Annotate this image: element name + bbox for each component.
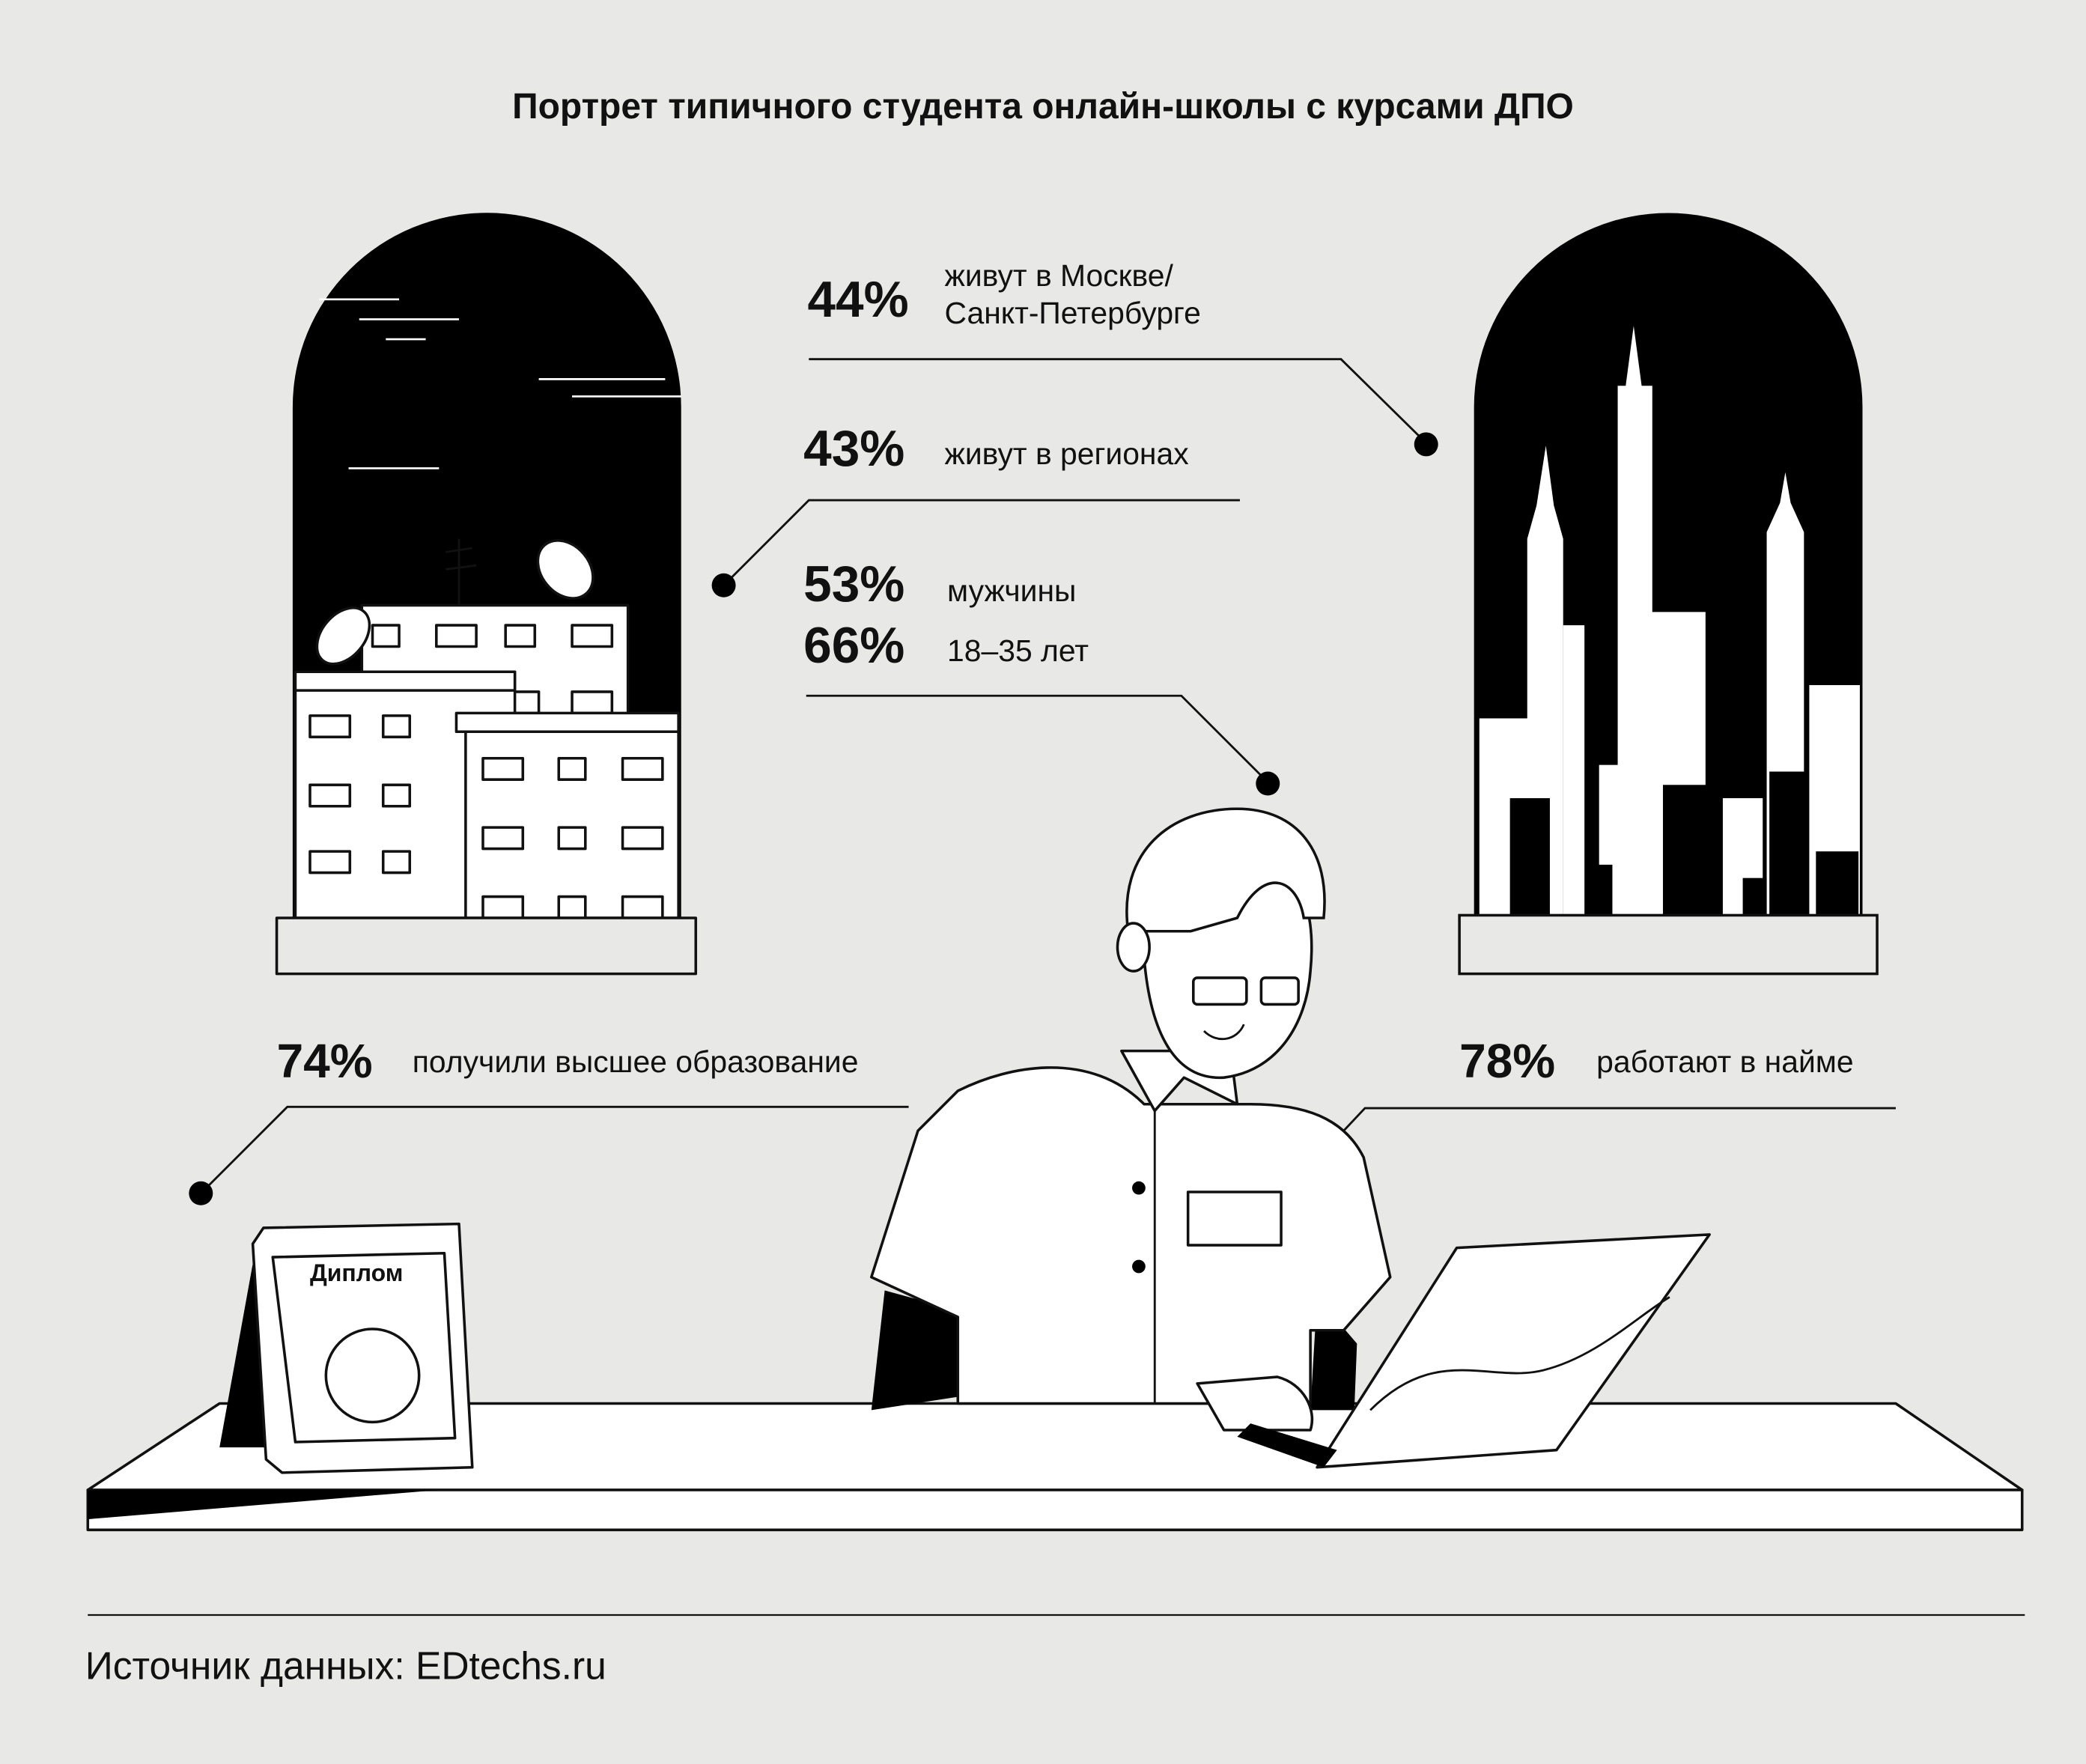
stat-label: 18–35 лет	[947, 633, 1089, 668]
stat-value: 53%	[803, 556, 904, 612]
right-window-city	[1458, 213, 1879, 976]
stat-label: мужчины	[947, 574, 1076, 608]
stat-label: получили высшее образование	[413, 1044, 859, 1079]
diploma-frame: Диплом	[219, 1222, 474, 1474]
stat-value: 78%	[1459, 1034, 1555, 1088]
stat-capitals: 44% живут в Москве/ Санкт-Петербурге	[808, 258, 1201, 330]
source-note: Источник данных: EDtechs.ru	[85, 1643, 606, 1687]
diploma-label: Диплом	[310, 1259, 403, 1286]
stat-label: живут в Москве/	[945, 258, 1174, 293]
stat-men: 53% мужчины	[803, 556, 1076, 612]
stat-education: 74% получили высшее образование	[277, 1034, 859, 1088]
stat-value: 44%	[808, 272, 909, 328]
stat-label: Санкт-Петербурге	[945, 296, 1201, 330]
stat-age: 66% 18–35 лет	[803, 618, 1089, 674]
stat-regions: 43% живут в регионах	[803, 421, 1188, 477]
stat-label: работают в найме	[1596, 1044, 1853, 1079]
stat-value: 43%	[803, 421, 904, 477]
stat-value: 66%	[803, 618, 904, 674]
stat-value: 74%	[277, 1034, 373, 1088]
left-window-residential	[275, 213, 698, 976]
student-illustration	[870, 807, 1711, 1469]
page-title: Портрет типичного студента онлайн-школы …	[512, 87, 1574, 127]
stat-employment: 78% работают в найме	[1459, 1034, 1853, 1088]
stat-label: живут в регионах	[945, 437, 1189, 471]
